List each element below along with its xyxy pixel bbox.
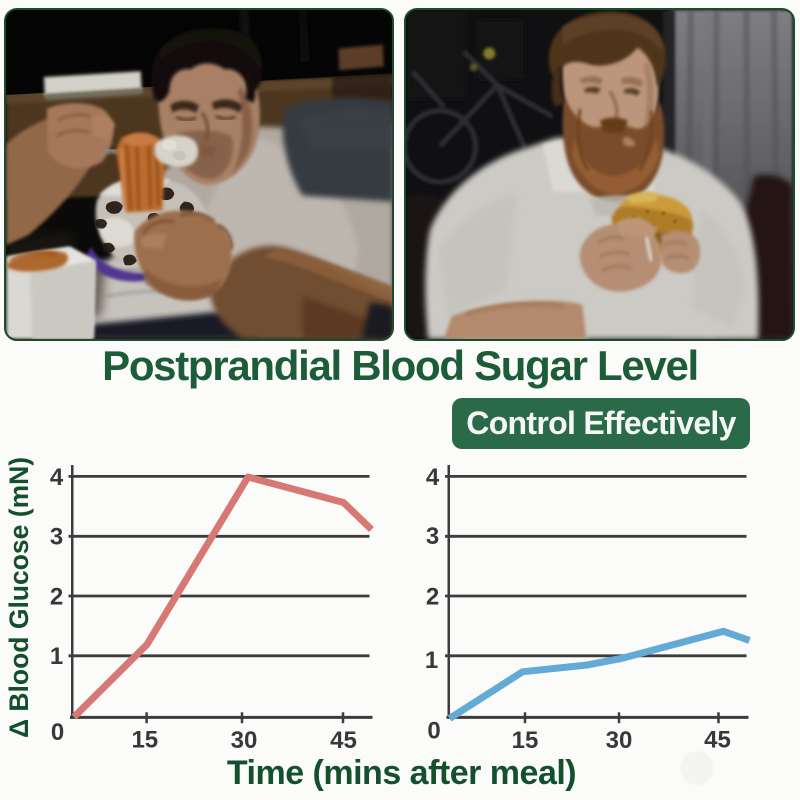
svg-text:Control Effectively: Control Effectively	[466, 405, 736, 441]
svg-text:1: 1	[50, 643, 63, 670]
svg-text:Postprandial Blood Sugar Level: Postprandial Blood Sugar Level	[102, 342, 698, 389]
svg-text:15: 15	[512, 727, 539, 754]
svg-text:Δ Blood Glucose (mN): Δ Blood Glucose (mN)	[4, 457, 34, 738]
svg-text:45: 45	[330, 727, 357, 754]
svg-text:2: 2	[50, 583, 63, 610]
svg-text:30: 30	[606, 727, 633, 754]
svg-text:3: 3	[426, 523, 439, 550]
svg-text:4: 4	[426, 464, 440, 491]
svg-text:45: 45	[704, 726, 731, 753]
svg-text:0: 0	[427, 718, 440, 745]
svg-text:1: 1	[425, 647, 438, 674]
svg-text:4: 4	[50, 464, 64, 491]
svg-text:3: 3	[50, 524, 63, 551]
svg-text:15: 15	[131, 727, 158, 754]
svg-text:0: 0	[51, 719, 64, 746]
svg-text:2: 2	[426, 583, 439, 610]
svg-text:30: 30	[231, 727, 258, 754]
svg-text:Time (mins after meal): Time (mins after meal)	[227, 754, 576, 792]
